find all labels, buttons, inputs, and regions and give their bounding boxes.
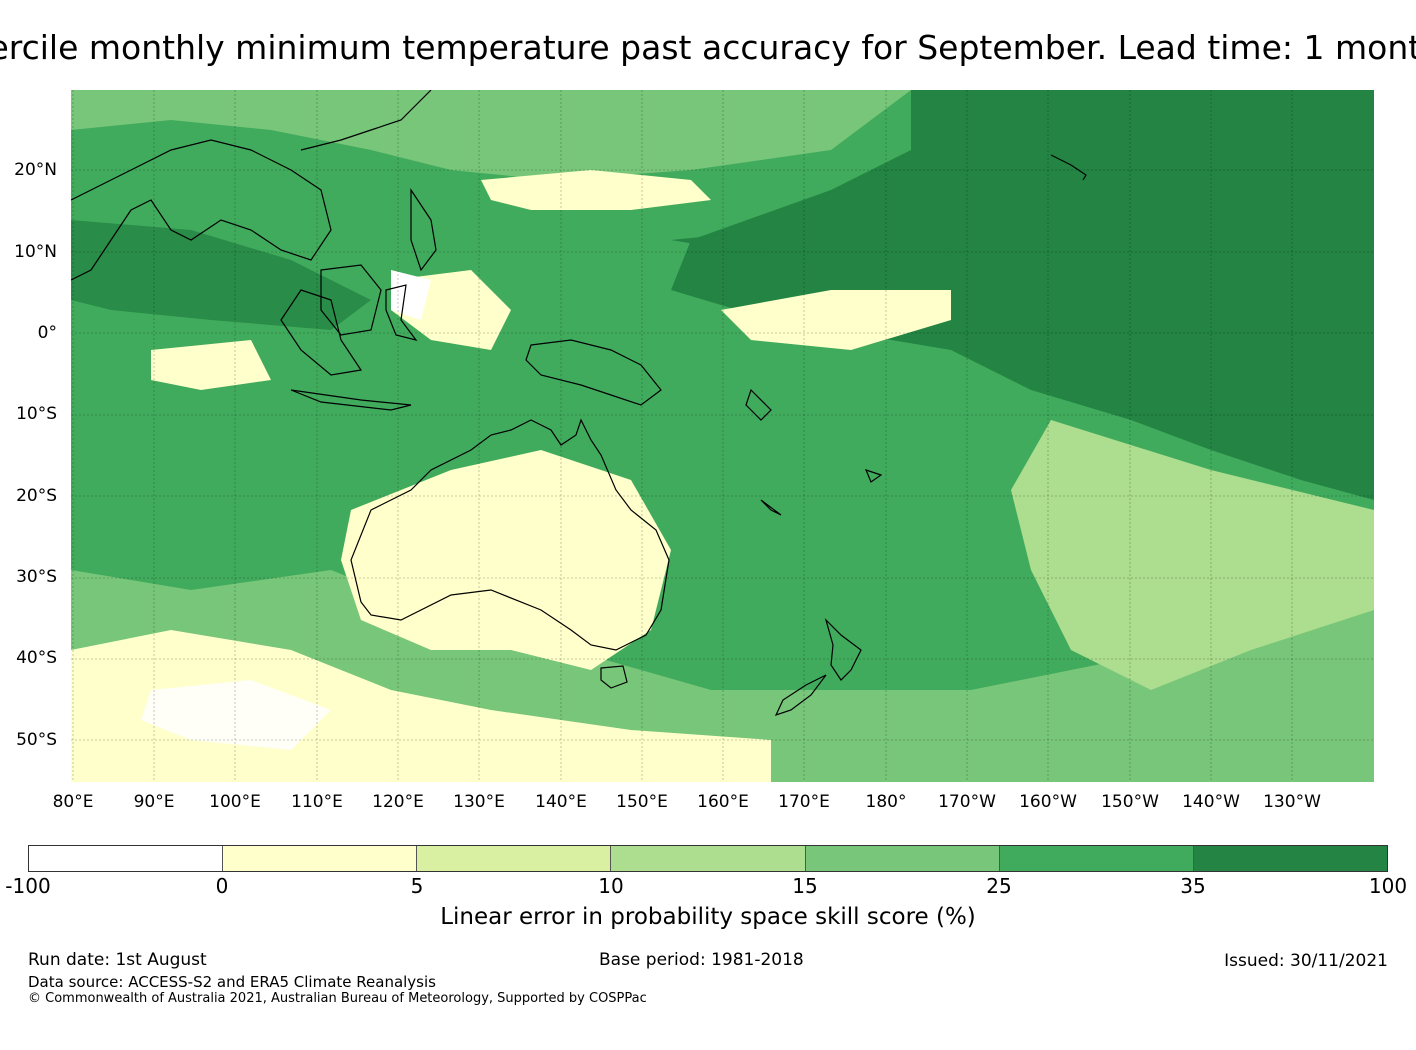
lon-label-90e: 90°E xyxy=(133,792,175,812)
region-high-skill-equatorial xyxy=(671,230,951,275)
copyright: © Commonwealth of Australia 2021, Austra… xyxy=(28,991,647,1006)
region-low-skill-west-indonesia xyxy=(151,340,271,390)
colorbar-tick: 35 xyxy=(1180,874,1206,898)
lat-label-30s: 30°S xyxy=(16,567,57,587)
region-mid-skill-north xyxy=(71,90,911,180)
colorbar-tick: 10 xyxy=(598,874,624,898)
nz-north-island-coastline xyxy=(824,617,862,681)
data-source: Data source: ACCESS-S2 and ERA5 Climate … xyxy=(28,973,436,991)
lon-label-130w: 130°W xyxy=(1263,792,1321,812)
lat-label-10s: 10°S xyxy=(16,404,57,424)
lat-label-40s: 40°S xyxy=(16,648,57,668)
lat-label-20n: 20°N xyxy=(14,160,57,180)
colorbar-segment xyxy=(611,846,806,871)
colorbar-segment xyxy=(805,846,1000,871)
lon-label-160e: 160°E xyxy=(697,792,749,812)
skill-score-map xyxy=(71,90,1374,782)
lon-label-100e: 100°E xyxy=(209,792,261,812)
base-period: Base period: 1981-2018 xyxy=(599,950,804,970)
lon-label-130e: 130°E xyxy=(453,792,505,812)
new-guinea-coastline xyxy=(525,339,662,406)
region-negative-skill-sulawesi xyxy=(391,270,431,320)
issued-date: Issued: 30/11/2021 xyxy=(1224,951,1388,971)
lon-label-180: 180° xyxy=(865,792,907,812)
lon-label-140w: 140°W xyxy=(1182,792,1240,812)
region-low-skill-se-pacific xyxy=(1011,420,1374,690)
colorbar-segment xyxy=(999,846,1194,871)
colorbar-label: Linear error in probability space skill … xyxy=(440,904,976,930)
lat-label-20s: 20°S xyxy=(16,486,57,506)
tasmania-coastline xyxy=(600,665,628,689)
colorbar-segment xyxy=(417,846,612,871)
run-date: Run date: 1st August xyxy=(28,950,207,970)
region-high-skill-east-pacific xyxy=(671,90,1374,500)
colorbar-segment xyxy=(29,846,224,871)
colorbar xyxy=(28,845,1388,872)
australia-coastline xyxy=(350,418,670,651)
sumatra-coastline xyxy=(280,289,363,376)
lon-label-140e: 140°E xyxy=(535,792,587,812)
colorbar-tick: 25 xyxy=(986,874,1012,898)
lat-label-50s: 50°S xyxy=(16,730,57,750)
vanuatu-coastline xyxy=(745,388,772,421)
hawaii-coastline xyxy=(1050,154,1087,181)
colorbar-tick: 15 xyxy=(792,874,818,898)
sulawesi-coastline xyxy=(385,284,418,341)
china-coastline xyxy=(300,90,432,151)
region-low-skill-australia xyxy=(341,450,671,670)
colorbar-tick: -100 xyxy=(5,874,51,898)
lon-label-80e: 80°E xyxy=(52,792,94,812)
lon-label-120e: 120°E xyxy=(372,792,424,812)
colorbar-tick: 5 xyxy=(410,874,424,898)
colorbar-tick: 100 xyxy=(1368,874,1408,898)
lon-label-170e: 170°E xyxy=(778,792,830,812)
lon-label-110e: 110°E xyxy=(291,792,343,812)
region-low-skill-philippine-sea xyxy=(481,170,711,210)
nz-south-island-coastline xyxy=(774,674,827,717)
philippines-coastline xyxy=(410,188,437,272)
lon-label-160w: 160°W xyxy=(1019,792,1077,812)
lat-label-10n: 10°N xyxy=(14,242,57,262)
java-coastline xyxy=(290,389,412,411)
map-canvas xyxy=(71,90,1374,782)
colorbar-tick: 0 xyxy=(215,874,229,898)
colorbar-segment xyxy=(223,846,418,871)
new-caledonia-coastline xyxy=(760,499,782,516)
colorbar-segment xyxy=(1193,846,1387,871)
fiji-coastline xyxy=(864,469,883,483)
lat-label-0: 0° xyxy=(37,323,57,343)
lon-label-170w: 170°W xyxy=(938,792,996,812)
se-asia-coastline xyxy=(71,139,332,281)
map-title: Tercile monthly minimum temperature past… xyxy=(0,28,1416,67)
lon-label-150w: 150°W xyxy=(1101,792,1159,812)
region-low-skill-equatorial-pacific xyxy=(721,290,951,350)
borneo-coastline xyxy=(320,264,382,336)
region-negative-skill-south xyxy=(141,680,331,750)
lon-label-150e: 150°E xyxy=(616,792,668,812)
region-high-skill-indian xyxy=(71,220,371,330)
coastlines xyxy=(71,90,1087,717)
